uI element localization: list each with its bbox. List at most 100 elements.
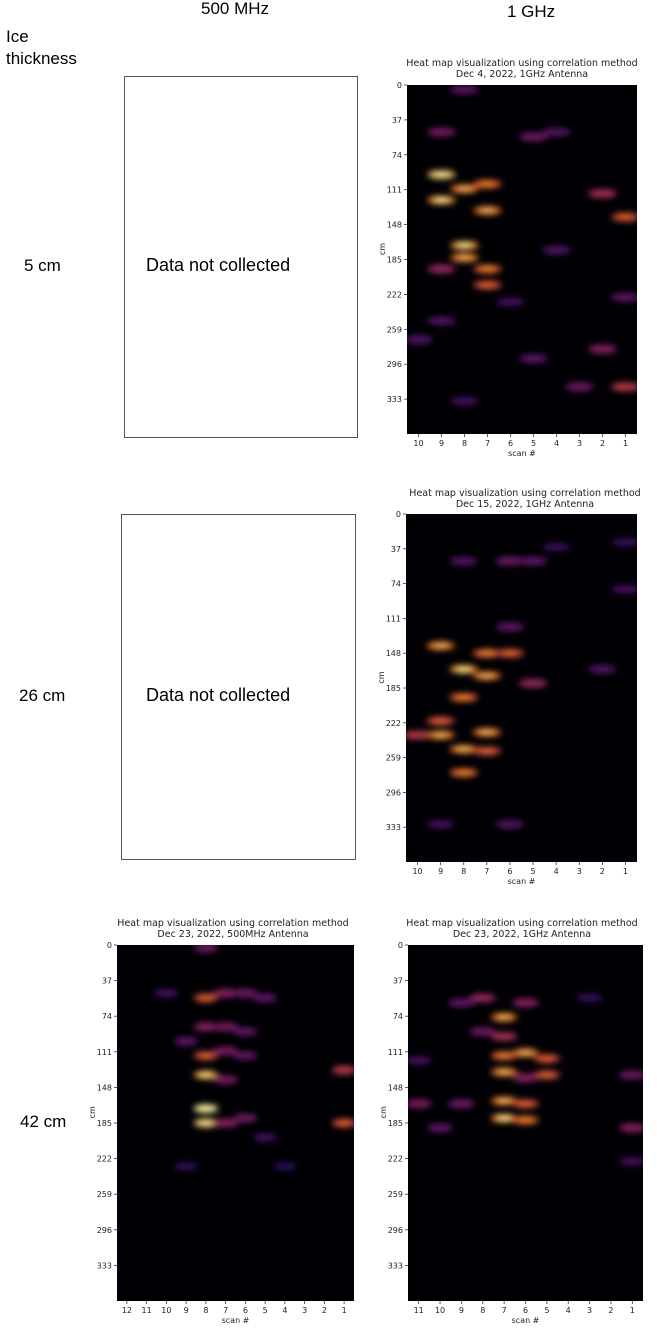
- y-tick-label: 333: [387, 395, 402, 404]
- x-tick-label: 9: [438, 867, 443, 876]
- y-tick-label: 185: [97, 1119, 112, 1128]
- heatmap-hotspot-core: [198, 995, 213, 1001]
- x-tick-label: 8: [203, 1306, 208, 1315]
- heatmap-hotspot: [252, 1133, 278, 1142]
- heatmap-hotspot: [588, 189, 617, 198]
- x-tick-label: 2: [608, 1306, 613, 1315]
- heatmap-hotspot-core: [455, 746, 472, 752]
- heatmap-hotspot: [154, 988, 179, 998]
- heatmap-hotspot: [619, 1123, 643, 1133]
- heatmap-svg: Heat map visualization using correlation…: [378, 58, 638, 458]
- chart-title-line1: Heat map visualization using correlation…: [117, 918, 348, 929]
- y-tick-label: 74: [393, 1012, 403, 1021]
- heatmap-hotspot-core: [198, 1106, 213, 1111]
- placeholder-box-26cm-500mhz: [121, 514, 356, 860]
- heatmap-hotspot-core: [455, 695, 472, 700]
- heatmap-hotspot: [490, 1032, 518, 1041]
- x-tick-label: 6: [508, 439, 513, 448]
- heatmap-hotspot: [619, 1070, 643, 1080]
- x-tick-label: 12: [122, 1306, 132, 1315]
- heatmap-chart-dec15-1ghz: Heat map visualization using correlation…: [370, 482, 657, 894]
- heatmap-hotspot: [495, 622, 525, 632]
- x-tick-label: 5: [544, 1306, 549, 1315]
- x-tick-label: 5: [531, 867, 536, 876]
- heatmap-hotspot-core: [518, 1117, 533, 1123]
- y-tick-label: 222: [386, 719, 401, 728]
- y-tick-label: 37: [392, 116, 402, 125]
- y-tick-label: 296: [388, 1226, 403, 1235]
- y-tick-label: 111: [387, 186, 402, 195]
- y-tick-label: 74: [391, 580, 401, 589]
- heatmap-hotspot: [193, 1022, 219, 1031]
- y-tick-label: 185: [386, 684, 401, 693]
- x-tick-label: 9: [439, 439, 444, 448]
- heatmap-hotspot: [469, 1027, 497, 1036]
- heatmap-hotspot: [173, 1162, 199, 1171]
- x-tick-label: 11: [414, 1306, 424, 1315]
- heatmap-hotspot: [426, 820, 455, 829]
- heatmap-hotspot-core: [496, 1053, 512, 1059]
- heatmap-hotspot: [588, 664, 617, 674]
- x-tick-label: 1: [623, 439, 628, 448]
- y-tick-label: 259: [387, 325, 402, 334]
- heatmap-hotspot: [213, 1022, 238, 1031]
- heatmap-svg: Heat map visualization using correlation…: [88, 918, 354, 1325]
- chart-title-line2: Dec 23, 2022, 500MHz Antenna: [157, 929, 308, 940]
- heatmap-hotspot-core: [478, 729, 495, 735]
- heatmap-hotspot-core: [432, 643, 449, 649]
- heatmap-hotspot-core: [455, 770, 472, 776]
- y-tick-label: 333: [97, 1261, 112, 1270]
- y-tick-label: 259: [97, 1190, 112, 1199]
- heatmap-hotspot-core: [539, 1072, 555, 1078]
- heatmap-hotspot-core: [455, 666, 472, 672]
- heatmap-hotspot: [407, 335, 433, 344]
- chart-title-line2: Dec 23, 2022, 1GHz Antenna: [453, 929, 591, 940]
- heatmap-hotspot: [426, 1123, 454, 1133]
- y-tick-label: 222: [388, 1155, 403, 1164]
- column-title-500mhz: 500 MHz: [201, 0, 270, 18]
- heatmap-hotspot-core: [433, 172, 450, 178]
- y-axis-label: cm: [377, 671, 386, 683]
- heatmap-hotspot-core: [478, 650, 495, 656]
- y-tick-label: 37: [391, 545, 401, 554]
- heatmap-hotspot: [408, 1099, 432, 1108]
- chart-title-line2: Dec 4, 2022, 1GHz Antenna: [456, 69, 588, 80]
- heatmap-hotspot-core: [432, 718, 449, 724]
- heatmap-hotspot: [272, 1162, 298, 1171]
- heatmap-hotspot: [233, 1113, 258, 1123]
- heatmap-hotspot: [518, 679, 548, 688]
- y-tick-label: 333: [388, 1261, 403, 1270]
- heatmap-hotspot: [469, 993, 497, 1003]
- y-tick-label: 148: [386, 649, 401, 658]
- y-tick-label: 259: [386, 754, 401, 763]
- placeholder-text-5cm: Data not collected: [146, 255, 291, 275]
- x-tick-label: 4: [554, 439, 559, 448]
- x-axis-label: scan #: [508, 877, 536, 886]
- x-tick-label: 10: [161, 1306, 171, 1315]
- y-tick-label: 148: [97, 1083, 112, 1092]
- heatmap-hotspot: [619, 1157, 643, 1166]
- heatmap-hotspot: [193, 945, 219, 953]
- y-axis-label: cm: [88, 1106, 97, 1118]
- x-tick-label: 6: [507, 867, 512, 876]
- heatmap-hotspot-core: [478, 748, 495, 754]
- heatmap-hotspot: [519, 354, 548, 363]
- y-tick-label: 296: [97, 1226, 112, 1235]
- heatmap-hotspot-core: [496, 1098, 512, 1104]
- chart-title-line1: Heat map visualization using correlation…: [406, 918, 637, 929]
- heatmap-chart-dec4-1ghz: Heat map visualization using correlation…: [370, 52, 657, 462]
- heatmap-hotspot: [233, 1027, 258, 1036]
- heatmap-hotspot-core: [456, 186, 473, 192]
- x-axis-label: scan #: [222, 1316, 250, 1325]
- x-tick-label: 7: [484, 867, 489, 876]
- x-axis-label: scan #: [508, 449, 536, 458]
- heatmap-hotspot: [233, 1051, 258, 1060]
- y-tick-label: 259: [388, 1190, 403, 1199]
- heatmap-hotspot: [495, 556, 525, 566]
- heatmap-hotspot: [173, 1037, 199, 1046]
- heatmap-chart-dec23-1ghz: Heat map visualization using correlation…: [375, 912, 657, 1332]
- row-label-5cm: 5 cm: [24, 256, 61, 275]
- chart-title-line2: Dec 15, 2022, 1GHz Antenna: [456, 499, 594, 510]
- x-tick-label: 9: [459, 1306, 464, 1315]
- heatmap-hotspot: [565, 382, 594, 392]
